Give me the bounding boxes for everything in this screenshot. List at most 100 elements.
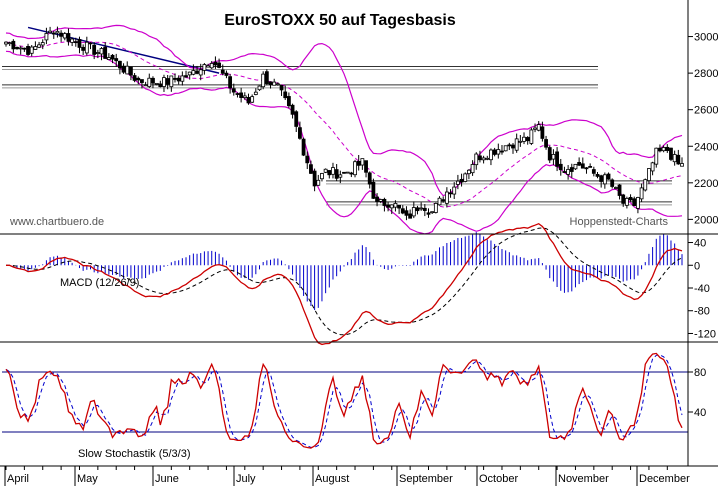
- candle-body: [602, 174, 607, 185]
- candle-body: [305, 155, 310, 164]
- candle-body: [235, 93, 240, 95]
- moving-average: [5, 41, 683, 208]
- candle-body: [290, 104, 295, 115]
- stoch-k-line: [5, 352, 683, 449]
- candle-body: [496, 149, 501, 155]
- candle-body: [261, 73, 266, 88]
- candle-body: [643, 179, 648, 191]
- candle-body: [540, 126, 545, 139]
- candle-body: [547, 147, 552, 161]
- month-label: November: [558, 473, 609, 485]
- frame-layer: [0, 0, 718, 467]
- candle-body: [500, 150, 504, 153]
- candle-body: [411, 207, 416, 217]
- candle-body: [397, 204, 402, 209]
- candle-body: [481, 157, 486, 161]
- candle-body: [511, 144, 515, 149]
- candle-body: [342, 171, 346, 174]
- candle-body: [430, 211, 435, 214]
- candle-body: [195, 70, 199, 74]
- candle-body: [459, 178, 464, 183]
- candle-body: [647, 168, 651, 182]
- candle-body: [231, 88, 236, 93]
- candle-body: [632, 198, 637, 207]
- candle-body: [617, 184, 622, 196]
- bollinger-upper: [5, 24, 683, 197]
- candle-body: [444, 191, 449, 204]
- candle-body: [316, 179, 321, 186]
- candle-body: [264, 71, 269, 84]
- candle-body: [349, 172, 354, 175]
- candle-body: [654, 147, 659, 165]
- candle-body: [66, 33, 71, 42]
- candle-body: [455, 180, 460, 185]
- candle-body: [665, 146, 670, 151]
- candle-body: [298, 127, 302, 139]
- candle-body: [669, 147, 673, 160]
- candle-body: [353, 161, 357, 176]
- candle-body: [518, 140, 523, 143]
- candle-body: [606, 173, 611, 180]
- candle-body: [345, 171, 350, 174]
- candle-body: [275, 83, 280, 86]
- price-tick-label: 2400: [694, 141, 718, 153]
- candle-body: [400, 208, 405, 214]
- candle-body: [92, 44, 97, 55]
- candle-body: [367, 172, 372, 185]
- candle-body: [33, 46, 38, 50]
- candle-body: [253, 91, 258, 95]
- candle-body: [4, 41, 8, 45]
- candle-body: [180, 75, 185, 82]
- candle-body: [206, 65, 210, 68]
- candle-body: [636, 197, 640, 209]
- month-label: July: [236, 473, 256, 485]
- month-label: August: [315, 473, 349, 485]
- candle-body: [121, 65, 126, 73]
- candle-body: [283, 91, 288, 99]
- stoch-tick-label: 80: [694, 367, 706, 379]
- candle-body: [220, 69, 225, 74]
- candle-body: [569, 167, 574, 172]
- candle-body: [331, 167, 335, 175]
- macd-tick-label: -80: [694, 306, 710, 318]
- candle-body: [73, 41, 78, 44]
- price-tick-label: 2600: [694, 105, 718, 117]
- candle-body: [176, 77, 181, 82]
- candle-body: [15, 46, 19, 50]
- month-label: May: [77, 473, 98, 485]
- candle-body: [613, 187, 618, 189]
- candle-body: [246, 97, 251, 104]
- macd-tick-label: -120: [694, 328, 716, 340]
- candle-body: [558, 163, 563, 171]
- candles-layer: [4, 26, 684, 221]
- macd-line: [5, 222, 683, 346]
- candle-body: [470, 164, 475, 174]
- candle-body: [378, 199, 383, 202]
- candle-body: [187, 71, 192, 76]
- candle-body: [408, 213, 413, 219]
- candle-body: [422, 207, 427, 211]
- candle-body: [419, 207, 424, 210]
- axis-layer: 2000 2200 2400 2600 2800 3000 40 0 -40 -80 -120 80 4…: [4, 32, 718, 486]
- chart-title: EuroSTOXX 50 auf Tagesbasis: [224, 12, 456, 29]
- candle-body: [441, 199, 446, 202]
- candle-body: [59, 32, 64, 37]
- candle-body: [250, 96, 255, 103]
- candle-body: [628, 197, 633, 201]
- candle-body: [81, 46, 86, 51]
- candle-body: [147, 77, 152, 88]
- month-label: December: [639, 473, 690, 485]
- candle-body: [650, 162, 655, 172]
- candle-body: [294, 111, 299, 127]
- candle-body: [228, 76, 233, 89]
- stoch-d-line: [5, 354, 683, 448]
- candle-body: [48, 30, 52, 34]
- candle-body: [143, 84, 148, 87]
- candle-body: [624, 198, 629, 206]
- candle-body: [162, 77, 166, 87]
- candle-body: [533, 127, 537, 130]
- candle-body: [88, 42, 93, 45]
- candle-body: [522, 136, 526, 142]
- candle-body: [44, 33, 49, 41]
